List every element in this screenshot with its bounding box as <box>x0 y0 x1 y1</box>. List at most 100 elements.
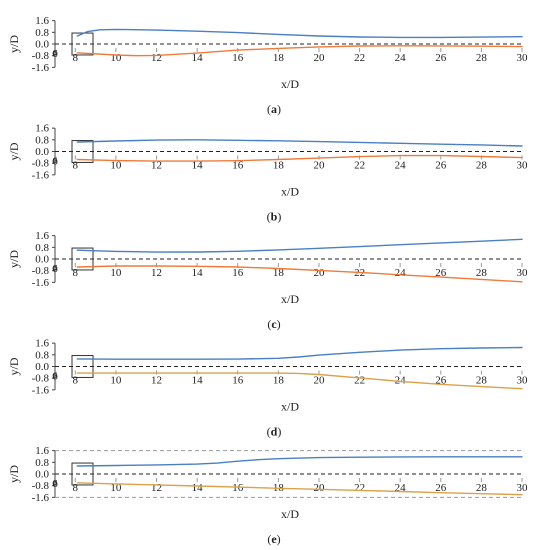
x-axis-label: x/D <box>281 507 299 521</box>
x-tick-label: 14 <box>192 375 204 387</box>
y-tick-label: -0.8 <box>32 480 50 492</box>
subplot-caption: (b) <box>267 210 282 224</box>
x-tick-label: 12 <box>151 482 162 494</box>
y-axis-label: y/D <box>7 465 21 483</box>
y-tick-label: -1.6 <box>32 169 50 181</box>
y-tick-label: -0.8 <box>32 265 50 277</box>
x-tick-label: 14 <box>192 267 204 279</box>
x-tick-label: 14 <box>192 160 204 172</box>
y-tick-label: 1.6 <box>35 15 49 27</box>
x-tick-label: 8 <box>73 267 79 279</box>
y-tick-label: 0.8 <box>35 242 49 254</box>
x-tick-label: 22 <box>354 52 365 64</box>
x-tick-label: 16 <box>232 482 244 494</box>
x-tick-label: 8 <box>73 52 79 64</box>
y-tick-label: -0.8 <box>32 373 50 385</box>
subplot-a: 1.60.80.0-0.8-1.6 y/D 6 8 10 12 14 16 18 20 22 24 26… <box>7 15 528 116</box>
series-line-upper <box>76 28 523 39</box>
x-tick-label: 26 <box>435 267 447 279</box>
x-tick-label: 24 <box>395 482 407 494</box>
series-line-upper <box>76 346 523 360</box>
y-tick-label: 0.0 <box>35 361 49 373</box>
series-line-lower <box>76 372 523 390</box>
x-tick-label: 22 <box>354 160 365 172</box>
x-tick-label: 24 <box>395 160 407 172</box>
x-tick-label: 10 <box>110 482 122 494</box>
x-tick-label: 18 <box>273 160 285 172</box>
subplot-e: 1.60.80.0-0.8-1.6y/D6 8 10 12 14 16 18 20 22 24 26… <box>7 445 528 546</box>
x-tick-label: 26 <box>435 375 447 387</box>
x-tick-label: 26 <box>435 482 447 494</box>
y-axis-label: y/D <box>7 35 21 53</box>
x-tick-label: 12 <box>151 375 162 387</box>
y-tick-label: 1.6 <box>35 123 49 135</box>
x-tick-label: 18 <box>273 267 285 279</box>
obstacle-box <box>71 140 94 163</box>
y-tick-label: 0.8 <box>35 27 49 39</box>
y-tick-label: 0.8 <box>35 134 49 146</box>
x-tick-label: 16 <box>232 375 244 387</box>
series-line-lower <box>76 482 523 496</box>
subplot-b: 1.60.80.0-0.8-1.6 y/D 6 8 10 12 14 16 18 20 22 24 26… <box>7 123 528 224</box>
x-tick-label: 6 <box>52 48 58 60</box>
x-tick-label: 20 <box>313 375 325 387</box>
series-line-lower <box>76 265 523 283</box>
series-line-upper <box>76 238 523 253</box>
y-tick-label: 0.0 <box>35 469 49 481</box>
x-tick-label: 28 <box>476 267 488 279</box>
y-tick-label: 0.8 <box>35 349 49 361</box>
x-tick-label: 24 <box>395 375 407 387</box>
x-tick-label: 30 <box>517 482 529 494</box>
x-tick-label: 22 <box>354 375 365 387</box>
x-tick-label: 20 <box>313 160 325 172</box>
x-tick-label: 10 <box>110 267 122 279</box>
x-axis-label: x/D <box>281 77 299 91</box>
x-tick-label: 28 <box>476 160 488 172</box>
x-tick-label: 20 <box>313 52 325 64</box>
series-line-lower <box>76 154 523 162</box>
x-tick-label: 22 <box>354 482 365 494</box>
subplot-caption: (e) <box>267 532 280 546</box>
x-axis-label: x/D <box>281 400 299 414</box>
x-tick-label: 8 <box>73 375 79 387</box>
x-tick-label: 12 <box>151 160 162 172</box>
obstacle-box <box>71 247 94 271</box>
x-tick-label: 26 <box>435 52 447 64</box>
y-axis-label: y/D <box>7 250 21 268</box>
x-tick-label: 18 <box>273 375 285 387</box>
obstacle-box <box>71 355 94 378</box>
x-tick-label: 16 <box>232 267 244 279</box>
x-tick-label: 12 <box>151 267 162 279</box>
x-tick-mark-origin <box>52 50 58 56</box>
x-tick-label: 20 <box>313 267 325 279</box>
x-tick-label: 16 <box>232 52 244 64</box>
y-axis-label: y/D <box>7 142 21 160</box>
subplot-caption: (c) <box>267 317 280 331</box>
subplot-c: 1.60.80.0-0.8-1.6y/D6 8 10 12 14 16 18 20 22 24 26… <box>7 230 528 331</box>
x-tick-label: 28 <box>476 482 488 494</box>
y-tick-label: 0.8 <box>35 457 49 469</box>
y-tick-label: -1.6 <box>32 384 50 396</box>
x-tick-mark-origin <box>52 373 58 378</box>
x-tick-label: 16 <box>232 160 244 172</box>
y-tick-label: 1.6 <box>35 338 49 350</box>
x-tick-label: 30 <box>517 52 529 64</box>
x-tick-label: 28 <box>476 52 488 64</box>
y-tick-label: 1.6 <box>35 445 49 457</box>
series-line-lower <box>76 45 523 57</box>
x-tick-label: 6 <box>52 263 58 275</box>
x-tick-label: 8 <box>73 482 79 494</box>
series-line-upper <box>76 456 523 467</box>
y-tick-label: 1.6 <box>35 230 49 242</box>
subplot-d: 1.60.80.0-0.8-1.6 y/D 6 8 10 12 14 16 18 20 22 24 26… <box>7 338 528 439</box>
x-tick-label: 6 <box>52 371 58 383</box>
x-tick-label: 10 <box>110 375 122 387</box>
y-tick-label: -0.8 <box>32 158 50 170</box>
x-tick-label: 14 <box>192 482 204 494</box>
x-tick-label: 30 <box>517 267 529 279</box>
x-tick-label: 20 <box>313 482 325 494</box>
y-tick-label: 0.0 <box>35 254 49 266</box>
y-tick-label: 0.0 <box>35 39 49 51</box>
x-tick-label: 24 <box>395 52 407 64</box>
subplot-caption: (d) <box>267 425 282 439</box>
